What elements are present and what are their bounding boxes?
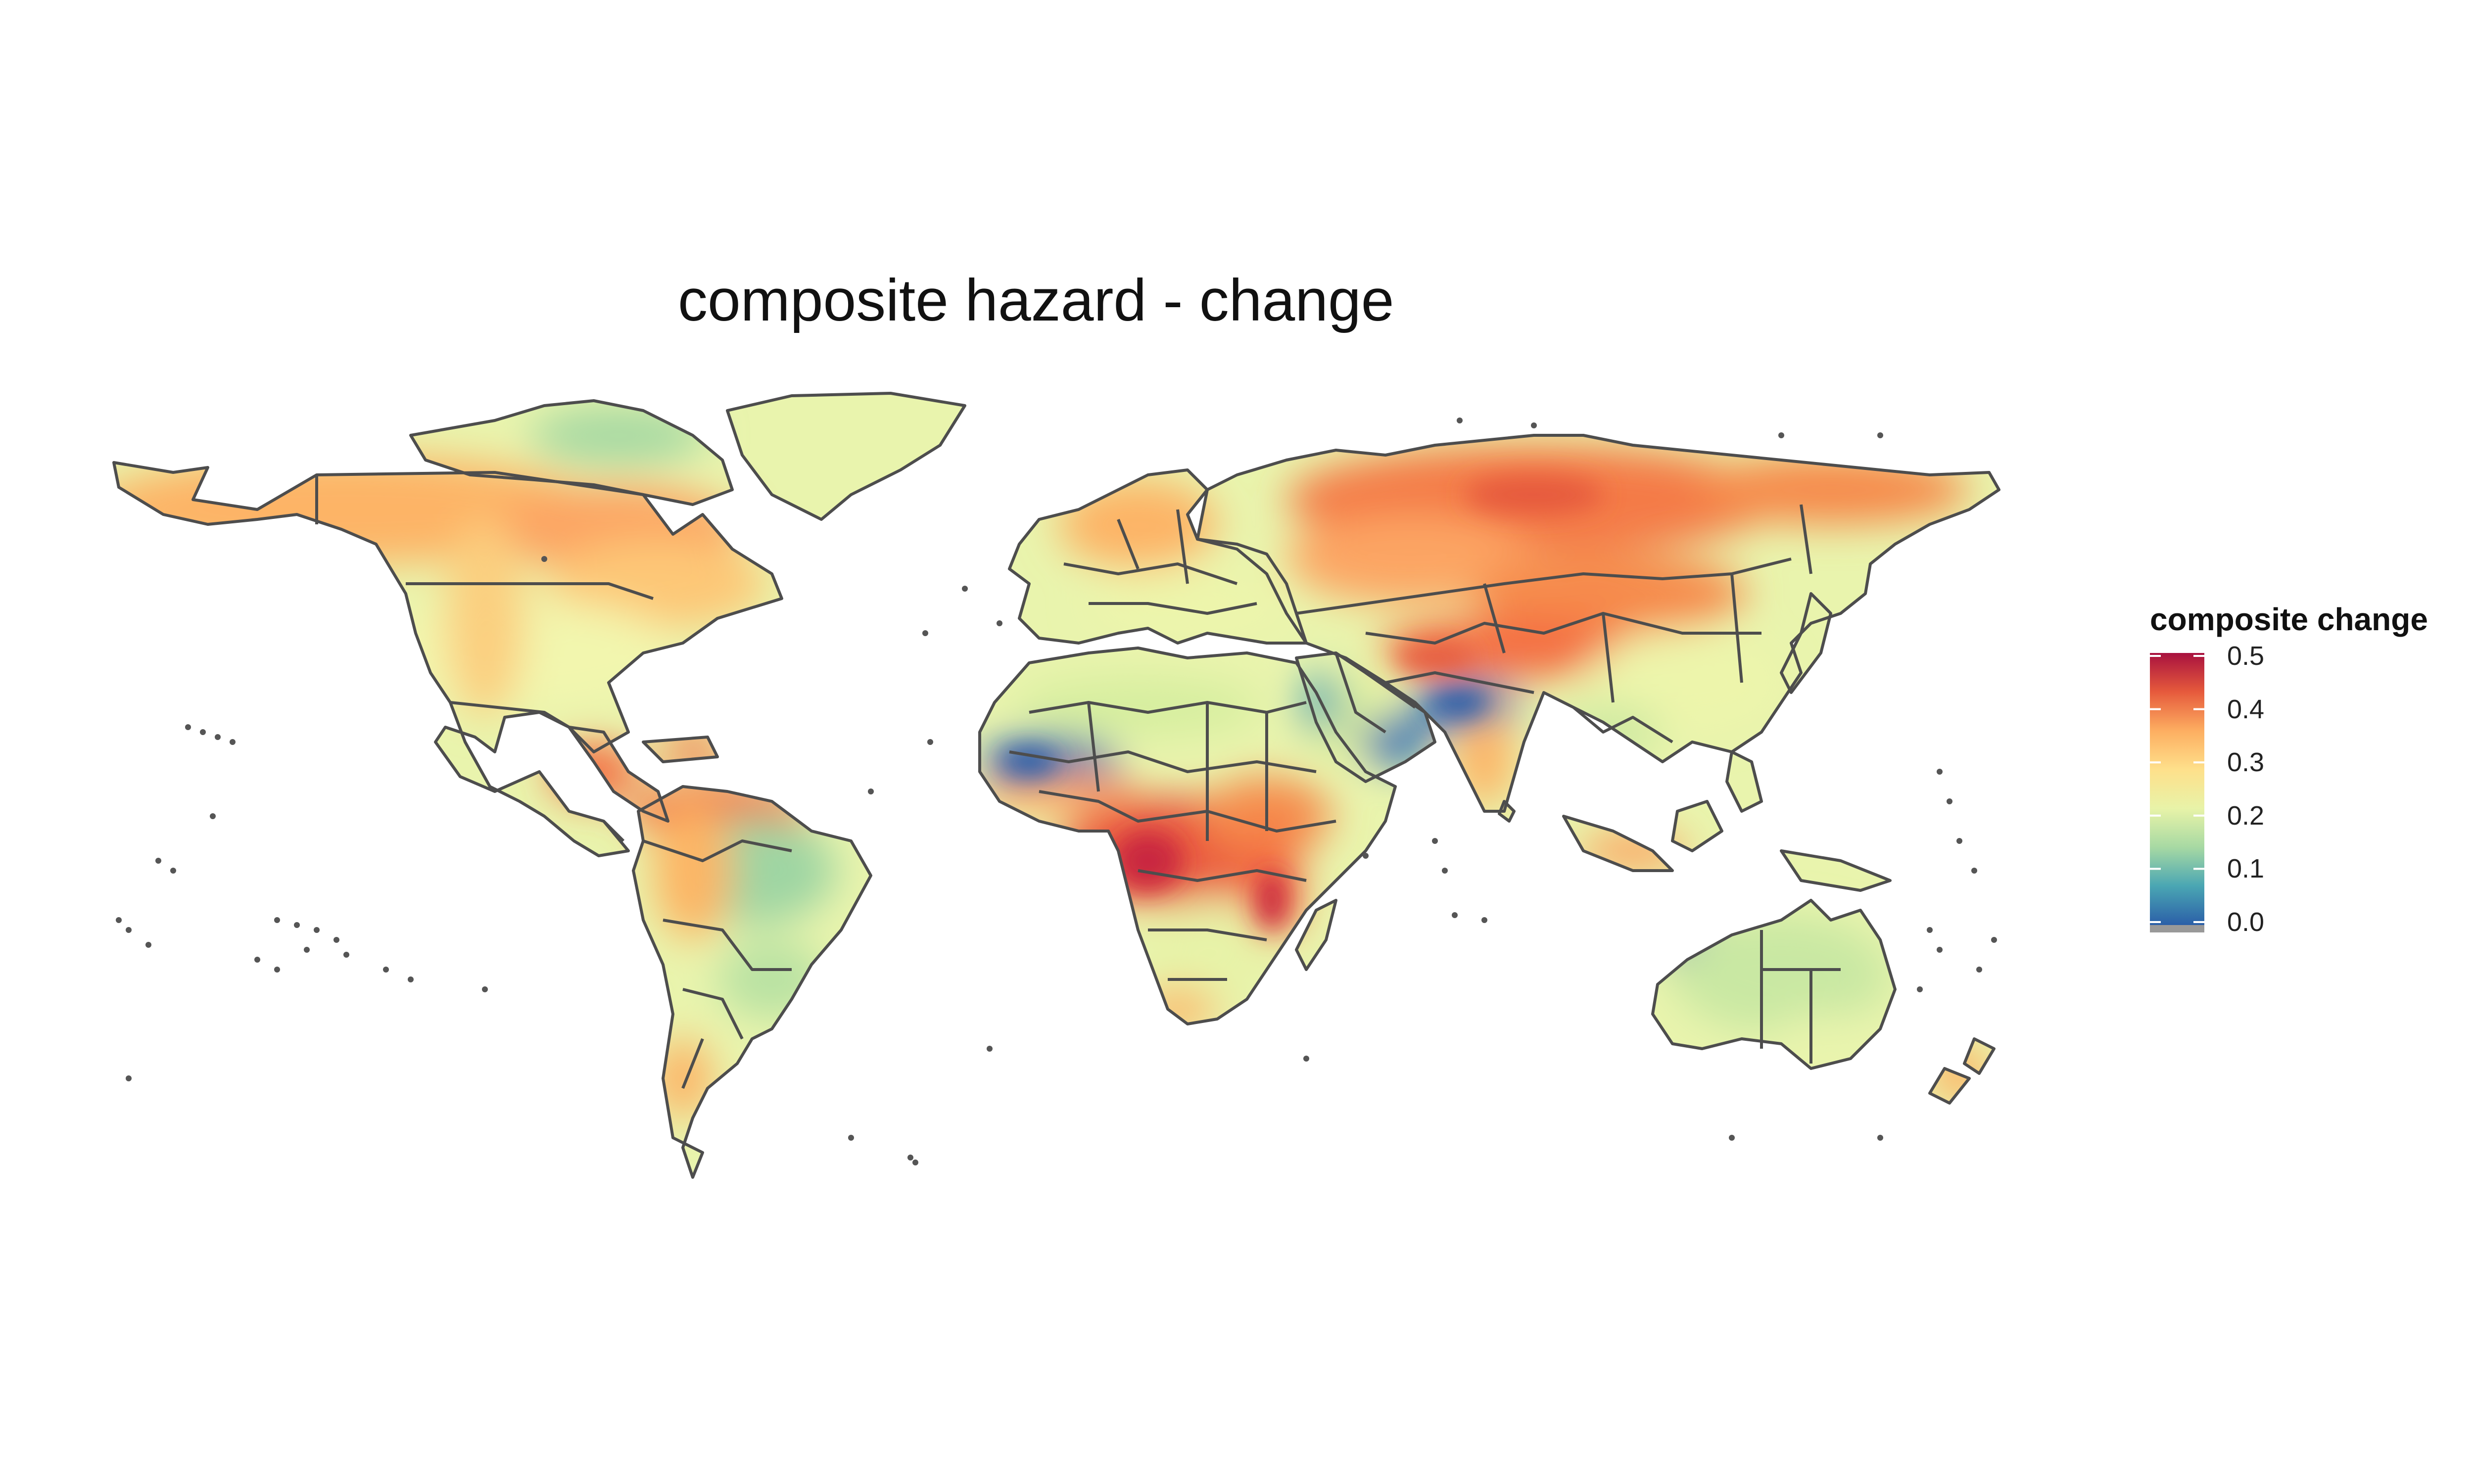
country-borders — [112, 392, 2000, 1179]
legend-tick-label: 0.1 — [2227, 854, 2265, 884]
color-legend: composite change 0.5 0.4 0.3 0.2 0.1 0.0 — [2150, 601, 2467, 957]
legend-tick-label: 0.3 — [2227, 747, 2265, 778]
legend-tick-label: 0.4 — [2227, 694, 2265, 724]
legend-tick-label: 0.5 — [2227, 641, 2265, 671]
legend-colorbar — [2150, 653, 2204, 932]
hazard-raster — [114, 393, 1999, 1177]
legend-tick-label: 0.0 — [2227, 907, 2265, 937]
legend-title: composite change — [2150, 602, 2428, 637]
map-title: composite hazard - change — [678, 267, 1394, 333]
legend-tick-label: 0.2 — [2227, 800, 2265, 831]
small-islands — [116, 417, 1997, 1165]
